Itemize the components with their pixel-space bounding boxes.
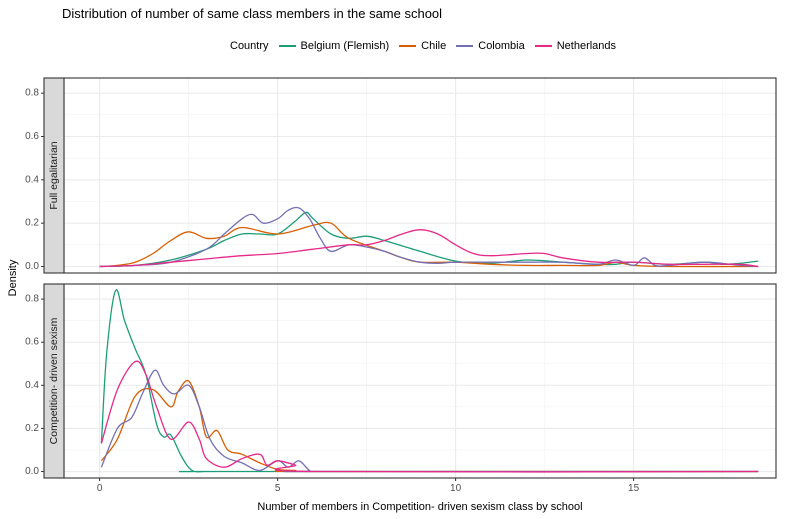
series-line-chile	[100, 379, 759, 473]
strip-background	[43, 77, 65, 274]
series-line-belgium-flemish	[100, 289, 759, 473]
panel-border	[63, 77, 777, 274]
x-tick-label: 0	[97, 483, 103, 494]
y-axis-label: Density	[7, 259, 19, 296]
y-tick-label: 0.4	[25, 380, 39, 391]
y-tick-label: 0.0	[25, 466, 39, 477]
legend-item-netherlands: Netherlands	[534, 40, 617, 52]
legend-key-belgium	[278, 45, 296, 47]
y-tick-label: 0.8	[25, 294, 39, 305]
series-line-belgium-flemish	[99, 211, 759, 268]
legend-item-chile: Chile	[399, 40, 446, 52]
x-tick-label: 10	[450, 483, 462, 494]
legend: Country Belgium (Flemish) Chile Colombia…	[230, 38, 626, 54]
legend-item-colombia: Colombia	[456, 40, 525, 52]
series-line-chile	[99, 221, 759, 268]
legend-item-belgium: Belgium (Flemish)	[278, 40, 390, 52]
y-tick-label: 0.0	[25, 261, 39, 272]
legend-key-netherlands	[534, 45, 552, 47]
y-tick-label: 0.6	[25, 337, 39, 348]
series-line-netherlands	[100, 360, 759, 473]
legend-label-belgium: Belgium (Flemish)	[300, 40, 390, 52]
y-tick-label: 0.8	[25, 88, 39, 99]
x-axis-label: Number of members in Competition- driven…	[257, 501, 582, 513]
x-tick-label: 5	[275, 483, 281, 494]
y-tick-label: 0.6	[25, 131, 39, 142]
legend-key-chile	[399, 45, 417, 47]
y-tick-label: 0.2	[25, 423, 39, 434]
legend-title: Country	[230, 40, 269, 52]
strip-background	[43, 283, 65, 479]
y-tick-label: 0.4	[25, 174, 39, 185]
legend-label-chile: Chile	[421, 40, 447, 52]
x-tick-label: 15	[628, 483, 640, 494]
chart-title: Distribution of number of same class mem…	[62, 6, 443, 21]
series-line-netherlands	[99, 229, 759, 268]
legend-label-colombia: Colombia	[478, 40, 525, 52]
legend-label-netherlands: Netherlands	[556, 40, 617, 52]
series-line-colombia	[99, 206, 759, 268]
legend-key-colombia	[456, 45, 474, 47]
strip-label: Competition- driven sexism	[48, 317, 60, 444]
panel-border	[63, 283, 777, 479]
strip-label: Full egalitarian	[48, 141, 60, 209]
y-tick-label: 0.2	[25, 218, 39, 229]
